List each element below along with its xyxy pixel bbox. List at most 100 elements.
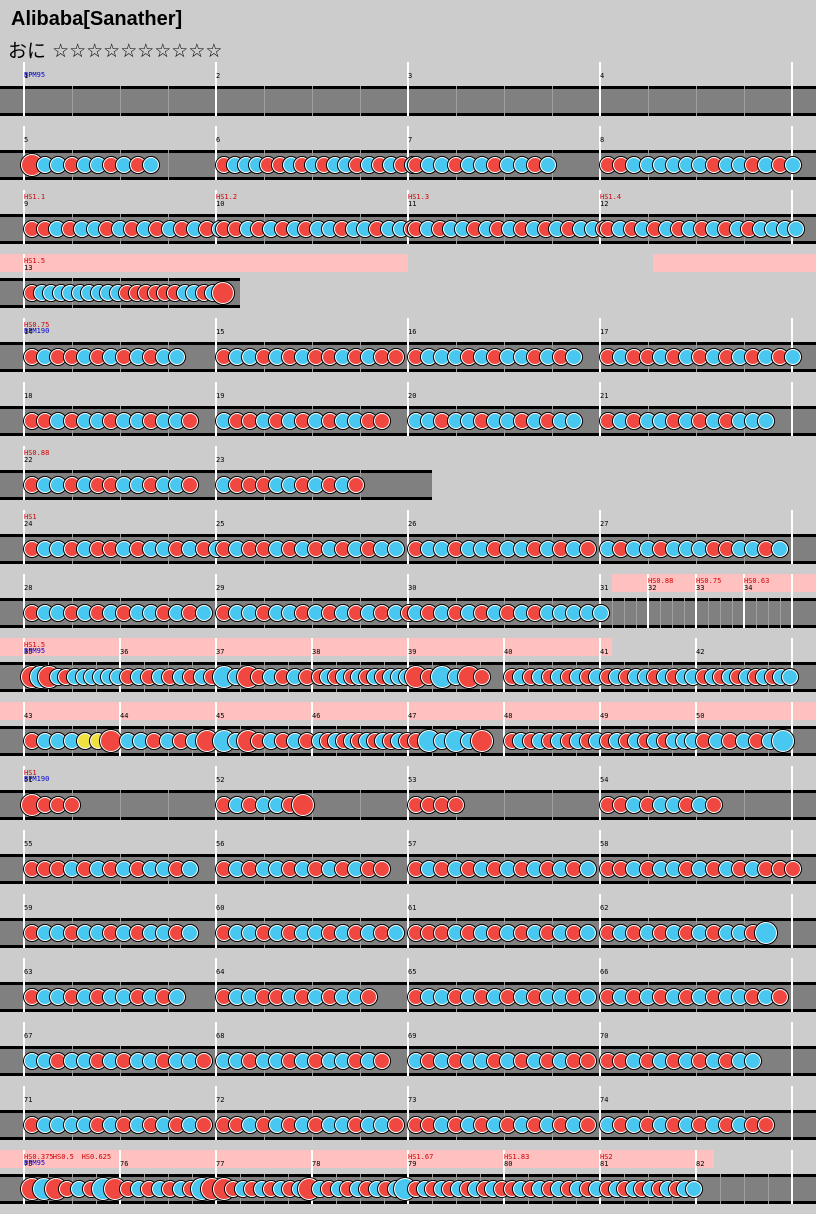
beat-line — [312, 86, 313, 116]
chart-row: 55 56 57 58 — [0, 830, 816, 894]
measure-line — [599, 574, 601, 628]
chart-row: 63 64 65 66 — [0, 958, 816, 1022]
measure-number: 1 — [24, 72, 29, 80]
measure-number: 78 — [312, 1160, 321, 1168]
measure-number: 46 — [312, 712, 321, 720]
beat-line — [696, 86, 697, 116]
difficulty-label: おに — [8, 40, 47, 62]
measure-line — [599, 510, 601, 564]
measure-line — [407, 638, 409, 692]
don-note — [579, 541, 596, 557]
measure-line — [599, 638, 601, 692]
measure-line — [23, 510, 25, 564]
measure-line — [311, 702, 313, 756]
chart-row: 13 HS1.5 — [0, 254, 816, 318]
star-rating: ☆☆☆☆☆☆☆☆☆☆ — [52, 40, 223, 62]
measure-number: 3 — [408, 72, 413, 80]
measure-number: 75 — [24, 1160, 33, 1168]
measure-line — [791, 638, 793, 692]
ka-note — [758, 413, 775, 429]
scroll-speed-marker: HS1.5 — [24, 257, 46, 265]
measure-number: 24 — [24, 520, 33, 528]
measure-line — [215, 62, 217, 116]
chart-row: 59 60 61 62 — [0, 894, 816, 958]
chart-row: 67 68 69 70 — [0, 1022, 816, 1086]
measure-line — [311, 1150, 313, 1204]
measure-number: 42 — [696, 648, 705, 656]
measure-number: 35 — [24, 648, 33, 656]
measure-line — [215, 126, 217, 180]
measure-line — [407, 894, 409, 948]
measure-number: 62 — [600, 904, 609, 912]
chart-row: 9 10 11 12 HS1.1 HS1.2 HS1.3 HS1.4 — [0, 190, 816, 254]
measure-line — [791, 126, 793, 180]
measure-line — [23, 894, 25, 948]
beat-line — [768, 1174, 769, 1204]
measure-number: 50 — [696, 712, 705, 720]
ka-note — [686, 1181, 702, 1197]
beat-line — [636, 598, 637, 628]
ka-note — [169, 349, 186, 365]
measure-number: 28 — [24, 584, 33, 592]
ka-note — [169, 989, 186, 1005]
measure-number: 17 — [600, 328, 609, 336]
scroll-speed-marker: HS1.4 — [600, 193, 622, 201]
bpm-marker: BPM190 — [24, 327, 50, 335]
don-note — [784, 861, 801, 877]
measure-line — [599, 62, 601, 116]
scroll-speed-marker: HS0.88 — [648, 577, 674, 585]
beat-line — [552, 790, 553, 820]
don-note — [195, 1117, 212, 1133]
difficulty-rating: おに ☆☆☆☆☆☆☆☆☆☆ — [8, 36, 222, 63]
don-note — [63, 797, 80, 813]
measure-number: 9 — [24, 200, 29, 208]
measure-line — [215, 958, 217, 1012]
measure-line — [311, 638, 313, 692]
don-note — [387, 1117, 404, 1133]
scroll-speed-marker: HS1.83 — [504, 1153, 530, 1161]
scroll-speed-marker: HS1.3 — [408, 193, 430, 201]
beat-line — [168, 150, 169, 180]
measure-line — [23, 1022, 25, 1076]
don-note — [374, 1053, 391, 1069]
measure-line — [23, 126, 25, 180]
beat-line — [624, 598, 625, 628]
measure-line — [407, 510, 409, 564]
ka-note — [788, 221, 805, 237]
measure-line — [215, 1022, 217, 1076]
measure-number: 27 — [600, 520, 609, 528]
ka-note — [182, 925, 199, 941]
scroll-speed-marker: HS1.1 — [24, 193, 46, 201]
chart-row: 51 52 53 54 HS1 BPM190 — [0, 766, 816, 830]
measure-line — [791, 318, 793, 372]
chart-row: 18 19 20 21 — [0, 382, 816, 446]
measure-line — [215, 1086, 217, 1140]
ka-note — [784, 157, 801, 173]
measure-line — [599, 766, 601, 820]
song-title: Alibaba[Sanather] — [11, 8, 183, 30]
measure-line — [23, 830, 25, 884]
don-note — [579, 1053, 596, 1069]
beat-line — [648, 86, 649, 116]
measure-line — [215, 382, 217, 436]
don-note — [374, 413, 391, 429]
measure-line — [407, 1150, 409, 1204]
gogo-highlight — [0, 638, 612, 656]
measure-line — [791, 1150, 793, 1204]
measure-line — [599, 126, 601, 180]
measure-line — [791, 1086, 793, 1140]
measure-number: 52 — [216, 776, 225, 784]
don-note — [447, 797, 464, 813]
scroll-speed-marker: HS0.63 — [744, 577, 770, 585]
measure-line — [407, 1086, 409, 1140]
don-note — [387, 349, 404, 365]
measure-line — [791, 190, 793, 244]
measure-number: 7 — [408, 136, 413, 144]
measure-line — [599, 702, 601, 756]
measure-line — [215, 766, 217, 820]
gogo-highlight — [652, 254, 816, 272]
measure-number: 55 — [24, 840, 33, 848]
measure-line — [791, 574, 793, 628]
beat-line — [708, 598, 709, 628]
